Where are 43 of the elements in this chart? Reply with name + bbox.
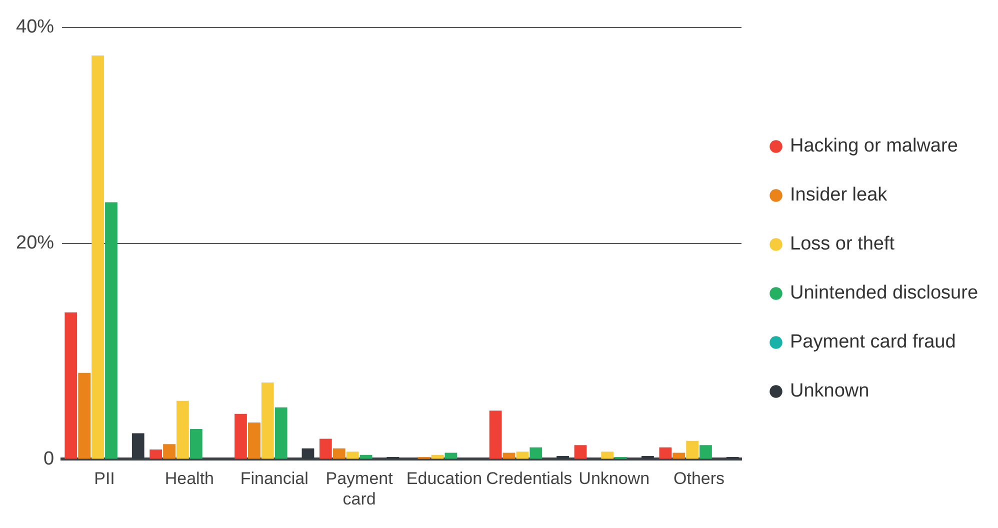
x-tick-label: Credentials bbox=[486, 469, 572, 488]
bar bbox=[248, 422, 260, 459]
bar bbox=[176, 400, 189, 459]
bar bbox=[672, 452, 686, 459]
bar bbox=[332, 448, 346, 459]
bar bbox=[105, 202, 118, 459]
bar bbox=[489, 410, 502, 459]
bar bbox=[686, 440, 698, 459]
bar bbox=[700, 445, 712, 459]
bar bbox=[64, 312, 78, 459]
bar bbox=[574, 445, 587, 459]
x-tick-label: Health bbox=[164, 469, 214, 488]
bar bbox=[502, 452, 516, 459]
bar bbox=[261, 382, 274, 459]
bar bbox=[234, 414, 247, 459]
legend-label: Payment card fraud bbox=[790, 332, 956, 353]
y-tick-label: 20% bbox=[16, 232, 54, 254]
bar bbox=[659, 447, 672, 459]
bar bbox=[92, 55, 104, 459]
bar bbox=[530, 447, 542, 459]
legend-label: Unknown bbox=[790, 380, 870, 402]
bar bbox=[601, 452, 614, 459]
x-tick-label: Payment card bbox=[326, 469, 394, 508]
bar bbox=[163, 444, 176, 459]
bar bbox=[319, 438, 332, 459]
bar bbox=[190, 428, 202, 459]
x-tick-label: Financial bbox=[240, 469, 308, 488]
legend-label: Loss or theft bbox=[790, 234, 896, 255]
legend-label: Unintended disclosure bbox=[790, 282, 978, 304]
bar bbox=[274, 407, 288, 459]
y-tick-label: 40% bbox=[16, 16, 54, 38]
bar bbox=[444, 452, 458, 459]
x-tick-label: Others bbox=[674, 469, 725, 488]
x-tick-label: Education bbox=[406, 469, 482, 488]
bar bbox=[516, 452, 529, 459]
legend-label: Insider leak bbox=[790, 184, 888, 206]
bar bbox=[150, 449, 162, 459]
bar bbox=[346, 452, 359, 459]
x-tick-label: Unknown bbox=[578, 469, 650, 488]
y-tick-label: 0 bbox=[43, 448, 54, 470]
legend-label: Hacking or malware bbox=[790, 136, 958, 157]
x-tick-label: PII bbox=[94, 469, 115, 488]
bar bbox=[78, 372, 91, 459]
